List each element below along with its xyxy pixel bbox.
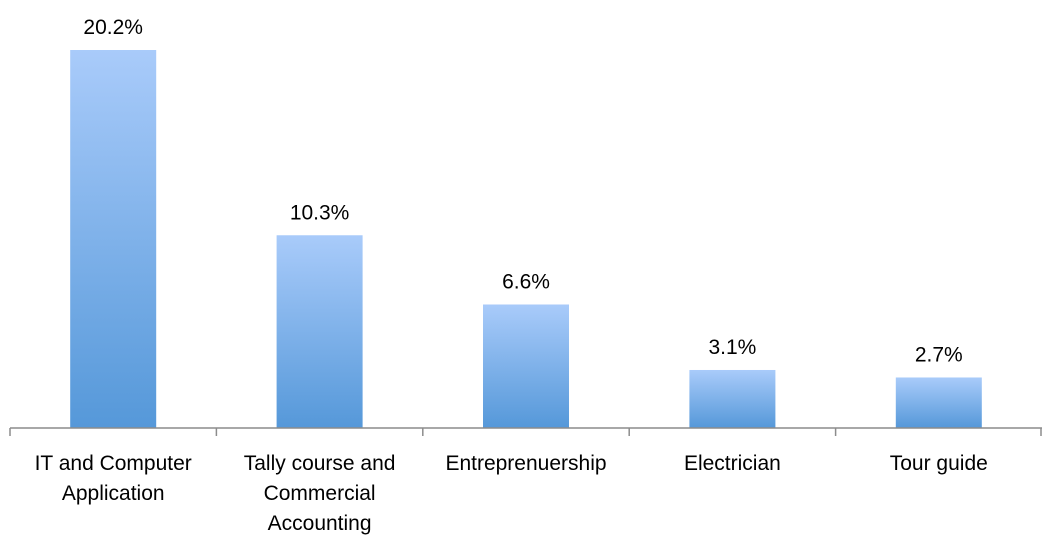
data-label-2: 10.3% bbox=[290, 201, 350, 224]
bar-5 bbox=[895, 377, 982, 428]
category-labels: IT and Computer Application Tally course a… bbox=[35, 452, 988, 535]
data-labels: 20.2% 10.3% 6.6% 3.1% 2.7% bbox=[83, 16, 962, 366]
category-label-line: Tour guide bbox=[890, 452, 988, 475]
data-label-5: 2.7% bbox=[915, 343, 963, 366]
category-label-line: Application bbox=[62, 482, 165, 505]
bar-4 bbox=[689, 369, 776, 428]
x-axis bbox=[9, 427, 1042, 436]
bars-group bbox=[70, 50, 982, 428]
category-label-2: Tally course and Commercial Accounting bbox=[244, 452, 396, 535]
bar-3 bbox=[483, 304, 569, 428]
data-label-1: 20.2% bbox=[83, 16, 143, 39]
category-label-line: Accounting bbox=[268, 512, 372, 535]
category-label-line: IT and Computer bbox=[35, 452, 192, 475]
category-label-line: Entreprenuership bbox=[445, 452, 606, 475]
data-label-4: 3.1% bbox=[708, 336, 756, 359]
data-label-3: 6.6% bbox=[502, 270, 550, 293]
category-label-3: Entreprenuership bbox=[445, 452, 606, 475]
category-label-1: IT and Computer Application bbox=[35, 452, 192, 505]
category-label-line: Electrician bbox=[684, 452, 781, 475]
category-label-4: Electrician bbox=[684, 452, 781, 475]
bar-1 bbox=[70, 50, 157, 428]
bar-2 bbox=[276, 235, 363, 428]
category-label-line: Commercial bbox=[264, 482, 376, 505]
category-label-line: Tally course and bbox=[244, 452, 396, 475]
category-label-5: Tour guide bbox=[890, 452, 988, 475]
